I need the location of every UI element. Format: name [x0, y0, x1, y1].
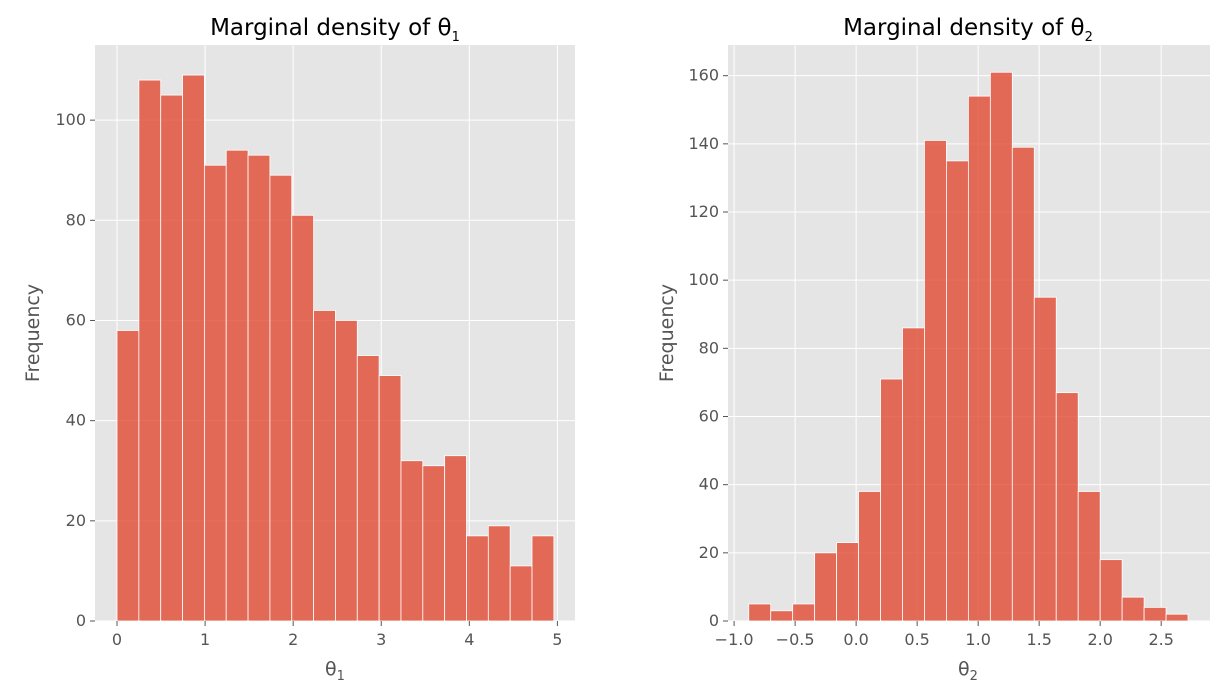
- x-tick-label: 2.0: [1087, 630, 1112, 649]
- histogram-bar: [1033, 296, 1057, 622]
- y-tick-label: 100: [55, 110, 86, 129]
- histogram-bar: [138, 79, 162, 622]
- chart-title: Marginal density of θ2: [843, 15, 1093, 45]
- histogram-bar: [247, 154, 271, 622]
- x-axis-label: θ2: [958, 658, 978, 684]
- histogram-bar: [116, 330, 140, 622]
- x-tick-label: 1.5: [1026, 630, 1051, 649]
- x-tick-label: 5: [552, 630, 562, 649]
- histogram-bar: [531, 535, 555, 622]
- x-tick-label: 0: [112, 630, 122, 649]
- y-tick-label: 0: [709, 611, 719, 630]
- y-tick-label: 20: [699, 543, 719, 562]
- plot-area: 0 20 40 60 80 100 0 1 2 3 4 5: [55, 45, 575, 649]
- histogram-bar: [1143, 606, 1167, 622]
- histogram-bar: [924, 140, 947, 622]
- x-tick-label: 0.5: [904, 630, 929, 649]
- x-tick-label: 2.5: [1148, 630, 1173, 649]
- histogram-bar: [989, 71, 1013, 622]
- plot-area: 0 20 40 60 80 100 120 140 160 −1.0 −0.5 0.0 0.5 1.0 1.…: [688, 45, 1210, 649]
- histogram-bar: [335, 320, 358, 622]
- histogram-bar: [160, 94, 183, 622]
- histogram-bar: [444, 455, 467, 622]
- histogram-bar: [378, 375, 402, 622]
- x-tick-label: 4: [464, 630, 474, 649]
- histogram-bar: [313, 310, 336, 622]
- histogram-bar: [422, 465, 446, 622]
- histogram-bar: [487, 525, 511, 622]
- x-tick-label: 1: [200, 630, 210, 649]
- x-tick-label: 3: [376, 630, 386, 649]
- histogram-bar: [225, 149, 249, 622]
- y-axis-label: Frequency: [656, 284, 678, 382]
- y-tick-label: 80: [699, 338, 719, 357]
- histogram-bar: [770, 610, 794, 622]
- histogram-bar: [356, 355, 380, 622]
- histogram-bar: [291, 214, 314, 622]
- histogram-bar: [902, 327, 925, 622]
- y-tick-label: 40: [66, 411, 86, 430]
- y-tick-label: 60: [66, 310, 86, 329]
- histogram-bar: [814, 552, 838, 622]
- histogram-bar: [182, 74, 205, 622]
- y-tick-label: 40: [699, 475, 719, 494]
- histogram-bar: [203, 164, 227, 622]
- histogram-theta2: 0 20 40 60 80 100 120 140 160 −1.0 −0.5 0.0 0.5 1.0 1.…: [656, 15, 1210, 684]
- y-tick-label: 100: [688, 270, 719, 289]
- histogram-bar: [1165, 613, 1189, 622]
- y-tick-label: 160: [688, 66, 719, 85]
- histogram-bar: [967, 95, 991, 622]
- x-tick-label: 0.0: [843, 630, 868, 649]
- histogram-bar: [836, 542, 859, 622]
- histogram-bar: [509, 565, 533, 622]
- histogram-bar: [1077, 491, 1101, 622]
- y-tick-label: 140: [688, 134, 719, 153]
- y-tick-label: 80: [66, 210, 86, 229]
- histogram-bar: [400, 460, 424, 622]
- x-tick-label: 2: [288, 630, 298, 649]
- histogram-bar: [466, 535, 489, 622]
- x-tick-label: −0.5: [776, 630, 815, 649]
- histogram-bar: [1121, 596, 1145, 622]
- histogram-bar: [1099, 559, 1123, 622]
- histogram-bar: [946, 160, 969, 622]
- histogram-bar: [1055, 392, 1079, 622]
- histogram-bar: [269, 174, 293, 622]
- x-axis-label: θ1: [325, 658, 345, 684]
- histogram-bar: [880, 378, 903, 622]
- x-tick-label: 1.0: [965, 630, 990, 649]
- y-tick-label: 120: [688, 202, 719, 221]
- y-tick-label: 60: [699, 407, 719, 426]
- y-tick-label: 0: [76, 611, 86, 630]
- histogram-bar: [858, 491, 881, 622]
- y-axis-label: Frequency: [22, 284, 44, 382]
- chart-title: Marginal density of θ1: [210, 15, 460, 45]
- x-tick-label: −1.0: [715, 630, 754, 649]
- histogram-theta1: 0 20 40 60 80 100 0 1 2 3 4 5 Marginal density of θ…: [22, 15, 575, 684]
- histogram-bar: [792, 603, 816, 622]
- histogram-bar: [748, 603, 772, 622]
- histogram-bar: [1011, 146, 1035, 622]
- y-tick-label: 20: [66, 511, 86, 530]
